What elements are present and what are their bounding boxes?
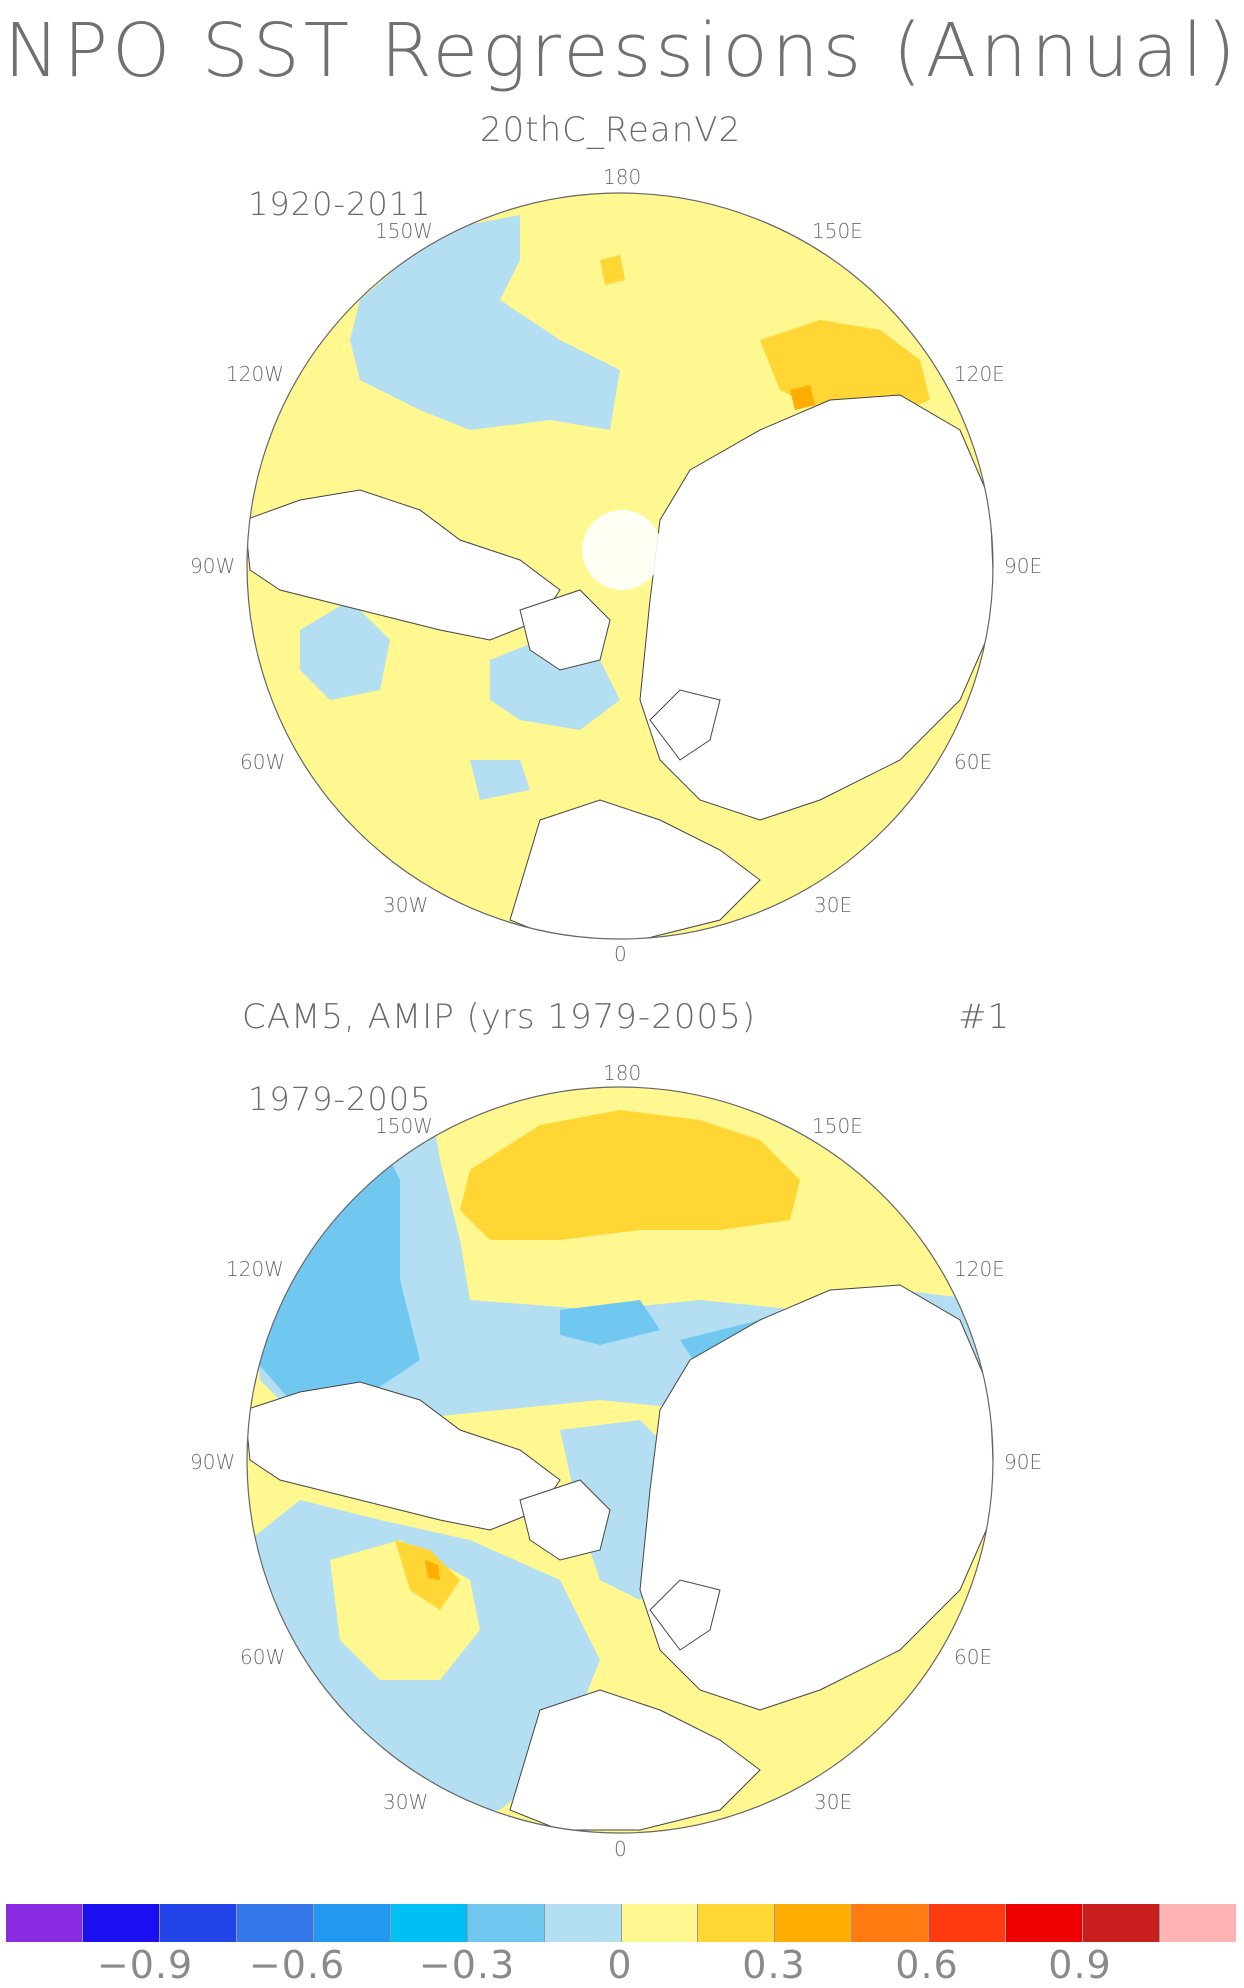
panel-2-lon-150e: 150E	[812, 1114, 863, 1138]
colorbar	[6, 1904, 1236, 1942]
colorbar-swatch	[390, 1904, 468, 1942]
panel-2-negative-mid-patch-center	[560, 1300, 660, 1345]
panel-1-lon-150w: 150W	[375, 219, 433, 243]
colorbar-swatch	[467, 1904, 545, 1942]
colorbar-swatch	[159, 1904, 237, 1942]
panel-1-lon-120e: 120E	[954, 362, 1005, 386]
panel-2-lon-120w: 120W	[226, 1257, 284, 1281]
colorbar-swatch	[621, 1904, 699, 1942]
panel-1-land-north-america	[247, 489, 561, 641]
panel-1-land-greenland	[519, 589, 611, 671]
panel-2-lon-90e: 90E	[1004, 1450, 1043, 1474]
colorbar-swatch	[1006, 1904, 1084, 1942]
colorbar-swatch	[313, 1904, 391, 1942]
panel-1-land-asia	[639, 394, 993, 821]
panel-1-lon-30w: 30W	[383, 893, 429, 917]
panel-1-lon-150e: 150E	[812, 219, 863, 243]
panel-2-lon-30e: 30E	[814, 1790, 853, 1814]
colorbar-label: 0.9	[1048, 1943, 1112, 1987]
panel-1-title: 20thC_ReanV2	[480, 110, 742, 150]
panel-2-title: CAM5, AMIP (yrs 1979-2005)	[242, 997, 756, 1037]
panel-1-lon-120w: 120W	[226, 362, 284, 386]
colorbar-label: −0.9	[96, 1943, 194, 1987]
colorbar-swatch	[775, 1904, 853, 1942]
panel-1-lon-90e: 90E	[1004, 554, 1043, 578]
panel-1-negative-patch-pacific	[350, 215, 620, 430]
panel-1-lon-180: 180	[603, 165, 642, 189]
panel-2-run-label: #1	[958, 997, 1011, 1037]
colorbar-label: −0.3	[418, 1943, 516, 1987]
panel-2-lon-150w: 150W	[375, 1114, 433, 1138]
panel-2-land-asia	[639, 1284, 993, 1711]
colorbar-swatch	[852, 1904, 930, 1942]
panel-1-arctic-noise	[582, 510, 662, 590]
colorbar-swatch	[698, 1904, 776, 1942]
colorbar-swatch	[544, 1904, 622, 1942]
colorbar-swatch	[236, 1904, 314, 1942]
panel-2-positive-mid-patch-pacific	[460, 1110, 800, 1240]
panel-1-lon-60w: 60W	[240, 750, 286, 774]
panel-1-map-boundary	[246, 192, 994, 940]
colorbar-swatch	[1160, 1904, 1236, 1942]
panel-1-lon-30e: 30E	[814, 893, 853, 917]
panel-2-lon-0: 0	[614, 1837, 627, 1861]
figure-title: NPO SST Regressions (Annual)	[4, 8, 1240, 94]
panel-1-positive-patch-core	[790, 385, 815, 410]
panel-2-lon-90w: 90W	[190, 1450, 236, 1474]
panel-1-lon-60e: 60E	[954, 750, 993, 774]
panel-2-map-boundary	[246, 1086, 994, 1834]
panel-2-positive-strong-patch	[425, 1560, 440, 1580]
panel-2-lon-180: 180	[603, 1061, 642, 1085]
panel-1-map	[246, 192, 994, 940]
panel-1-land-scandinavia	[649, 689, 721, 761]
panel-1-negative-patch-small	[470, 760, 530, 800]
panel-2-negative-mid-patch-west	[250, 1140, 420, 1400]
panel-1-period: 1920-2011	[248, 185, 432, 223]
panel-1-negative-patch-nw-atlantic	[300, 600, 390, 700]
colorbar-swatch	[1083, 1904, 1161, 1942]
panel-2-lon-60e: 60E	[954, 1645, 993, 1669]
panel-1-positive-patch-small	[600, 255, 625, 285]
colorbar-label: 0	[607, 1943, 633, 1987]
panel-2-land-north-america	[247, 1381, 561, 1531]
panel-2-period: 1979-2005	[248, 1080, 432, 1118]
panel-2-land-scandinavia	[649, 1579, 721, 1651]
colorbar-swatch	[929, 1904, 1007, 1942]
panel-1-lon-90w: 90W	[190, 554, 236, 578]
panel-2-lon-30w: 30W	[383, 1790, 429, 1814]
panel-1-lon-0: 0	[614, 942, 627, 966]
colorbar-label: 0.3	[742, 1943, 806, 1987]
panel-2-land-greenland	[519, 1479, 611, 1561]
colorbar-label: 0.6	[895, 1943, 959, 1987]
colorbar-swatch	[82, 1904, 160, 1942]
panel-2-lon-60w: 60W	[240, 1645, 286, 1669]
colorbar-label: −0.6	[248, 1943, 346, 1987]
panel-2-land-europe-africa	[509, 1689, 761, 1831]
colorbar-swatch	[6, 1904, 83, 1942]
panel-2-lon-120e: 120E	[954, 1257, 1005, 1281]
panel-2-map	[246, 1086, 994, 1834]
